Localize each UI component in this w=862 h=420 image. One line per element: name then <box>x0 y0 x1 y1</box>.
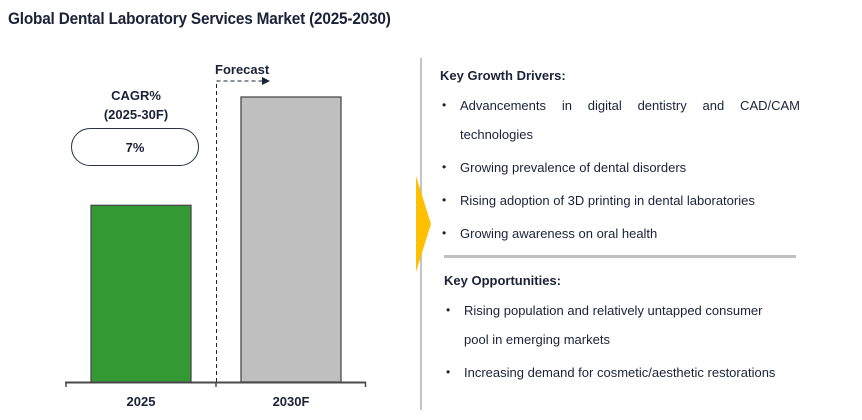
driver-item: Rising adoption of 3D printing in dental… <box>440 186 800 215</box>
chart-title: Global Dental Laboratory Services Market… <box>8 10 391 28</box>
cagr-label-line2: (2025-30F) <box>103 107 169 122</box>
driver-item: Advancements in digital dentistry and CA… <box>440 91 800 149</box>
x-tick-label-2030f: 2030F <box>273 394 310 409</box>
bar-2025 <box>90 204 192 383</box>
x-tick-label-2025: 2025 <box>127 394 156 409</box>
cagr-label: CAGR% (2025-30F) <box>70 86 202 124</box>
opportunity-item: Rising population and relatively untappe… <box>444 296 789 354</box>
opportunities-heading: Key Opportunities: <box>444 273 562 288</box>
opportunities-panel: Key Opportunities: Rising population and… <box>444 273 804 387</box>
panel-separator <box>444 255 796 258</box>
forecast-label: Forecast <box>215 62 270 77</box>
cagr-label-line1: CAGR% <box>111 88 161 103</box>
driver-item: Growing awareness on oral health <box>440 219 800 248</box>
forecast-arrowhead <box>262 77 270 85</box>
driver-item: Growing prevalence of dental disorders <box>440 153 800 182</box>
forecast-divider-line <box>216 80 262 382</box>
growth-drivers-heading: Key Growth Drivers: <box>440 68 566 83</box>
cagr-badge: 7% <box>71 128 199 166</box>
arrow-right-icon <box>416 176 431 272</box>
opportunity-item: Increasing demand for cosmetic/aesthetic… <box>444 358 789 387</box>
bar-chart: 2025 2030F <box>65 77 367 409</box>
bar-2030f <box>240 96 342 383</box>
growth-drivers-panel: Key Growth Drivers: Advancements in digi… <box>440 68 800 248</box>
cagr-value: 7% <box>125 139 145 155</box>
